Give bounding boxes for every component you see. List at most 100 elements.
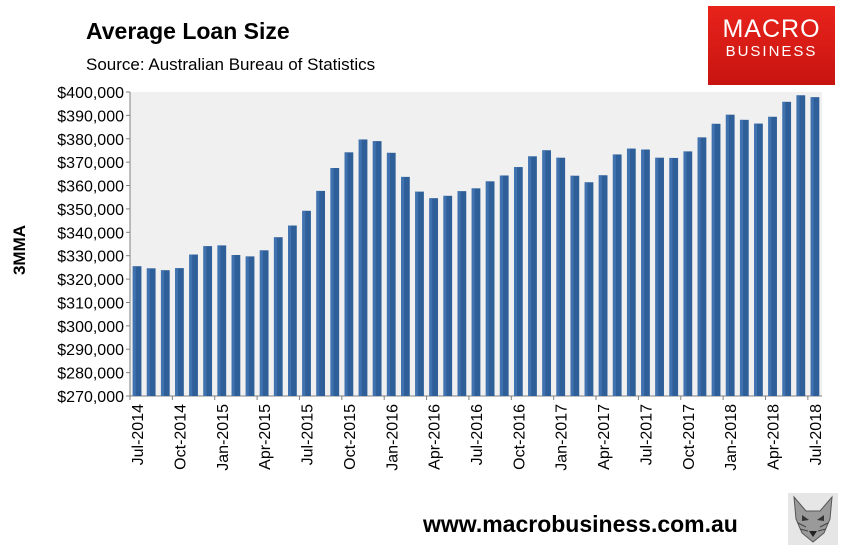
bar xyxy=(626,148,636,396)
x-tick-label: Oct-2017 xyxy=(681,404,698,470)
y-tick-label: $330,000 xyxy=(57,249,124,266)
logo-line-macro: MACRO xyxy=(722,15,821,43)
bar xyxy=(401,176,410,396)
bar-highlight xyxy=(231,254,235,396)
bar-highlight xyxy=(386,152,390,396)
bar-highlight xyxy=(655,157,659,396)
bar-highlight xyxy=(810,97,814,396)
bar xyxy=(513,167,523,396)
bar-highlight xyxy=(175,268,179,396)
bar-highlight xyxy=(556,157,560,396)
bar xyxy=(556,157,566,396)
bar xyxy=(810,97,820,396)
bar xyxy=(415,191,424,396)
bar-highlight xyxy=(499,175,503,396)
bar xyxy=(316,190,326,396)
bar xyxy=(754,123,763,397)
bar xyxy=(711,123,721,397)
y-tick-label: $270,000 xyxy=(57,389,124,406)
bar xyxy=(146,268,156,396)
bar xyxy=(358,139,368,396)
chart-title: Average Loan Size xyxy=(86,18,290,44)
bar-highlight xyxy=(160,270,164,396)
bar-highlight xyxy=(768,116,772,396)
bar-highlight xyxy=(641,149,645,396)
bar xyxy=(683,151,693,396)
bar-highlight xyxy=(725,114,729,396)
bar-highlight xyxy=(683,151,687,396)
bar-highlight xyxy=(669,157,673,396)
bar-highlight xyxy=(259,250,263,396)
bar xyxy=(697,137,707,396)
x-tick-label: Jul-2017 xyxy=(638,404,655,465)
y-tick-label: $400,000 xyxy=(57,85,124,102)
bar-highlight xyxy=(401,176,405,396)
x-tick-label: Jul-2016 xyxy=(469,404,486,465)
bar xyxy=(768,116,777,396)
bar-highlight xyxy=(471,188,475,396)
bar xyxy=(612,154,622,396)
y-tick-label: $280,000 xyxy=(57,366,124,383)
bar-highlight xyxy=(626,148,631,396)
y-tick-label: $320,000 xyxy=(57,272,124,289)
bar-highlight xyxy=(542,150,546,396)
bar-highlight xyxy=(372,141,376,396)
bar xyxy=(739,119,749,396)
x-tick-label: Jan-2018 xyxy=(723,404,740,471)
bar-highlight xyxy=(796,95,800,396)
x-tick-label: Apr-2017 xyxy=(596,404,613,470)
macrobusiness-logo[interactable]: MACRO BUSINESS xyxy=(708,6,835,85)
bar-highlight xyxy=(288,225,292,396)
bar xyxy=(330,168,340,396)
y-tick-label: $290,000 xyxy=(57,342,124,359)
bar-highlight xyxy=(711,123,715,397)
wolf-logo-icon xyxy=(788,493,838,545)
bar xyxy=(584,182,594,396)
bar xyxy=(471,188,481,396)
bar xyxy=(259,250,269,396)
bar-highlight xyxy=(612,154,616,396)
bar xyxy=(542,150,551,396)
bar xyxy=(485,181,495,396)
bar-highlight xyxy=(528,156,532,396)
y-tick-label: $380,000 xyxy=(57,132,124,149)
bar xyxy=(669,157,679,396)
bar-highlight xyxy=(754,123,758,397)
bar xyxy=(386,152,396,396)
chart-subtitle: Source: Australian Bureau of Statistics xyxy=(86,55,376,74)
bar xyxy=(160,270,170,396)
y-tick-label: $310,000 xyxy=(57,295,124,312)
bar-highlight xyxy=(697,137,701,396)
bar xyxy=(499,175,509,396)
bar xyxy=(796,95,806,396)
bar-highlight xyxy=(782,101,786,397)
bar xyxy=(245,256,255,396)
bar-highlight xyxy=(203,246,207,396)
x-tick-label: Oct-2016 xyxy=(511,404,528,470)
bar xyxy=(641,149,650,396)
bar-highlight xyxy=(344,152,348,396)
website-url[interactable]: www.macrobusiness.com.au xyxy=(423,511,738,537)
y-tick-label: $350,000 xyxy=(57,202,124,219)
bar xyxy=(189,254,198,396)
x-tick-label: Jul-2018 xyxy=(808,404,825,465)
bar-highlight xyxy=(429,198,433,396)
bar-highlight xyxy=(598,175,602,396)
bar xyxy=(132,266,142,396)
bar-highlight xyxy=(415,191,419,396)
bar-highlight xyxy=(584,182,588,396)
bar-highlight xyxy=(330,168,334,396)
bar-highlight xyxy=(316,190,320,396)
logo-line-business: BUSINESS xyxy=(725,43,818,60)
x-tick-label: Apr-2016 xyxy=(427,404,444,470)
bar-highlight xyxy=(739,119,744,396)
y-tick-label: $300,000 xyxy=(57,319,124,336)
bar xyxy=(528,156,537,396)
bar xyxy=(302,210,311,396)
bar-highlight xyxy=(245,256,249,396)
bar-highlight xyxy=(302,210,306,396)
bar-highlight xyxy=(513,167,518,396)
bar xyxy=(598,175,608,396)
bar-highlight xyxy=(217,245,221,396)
